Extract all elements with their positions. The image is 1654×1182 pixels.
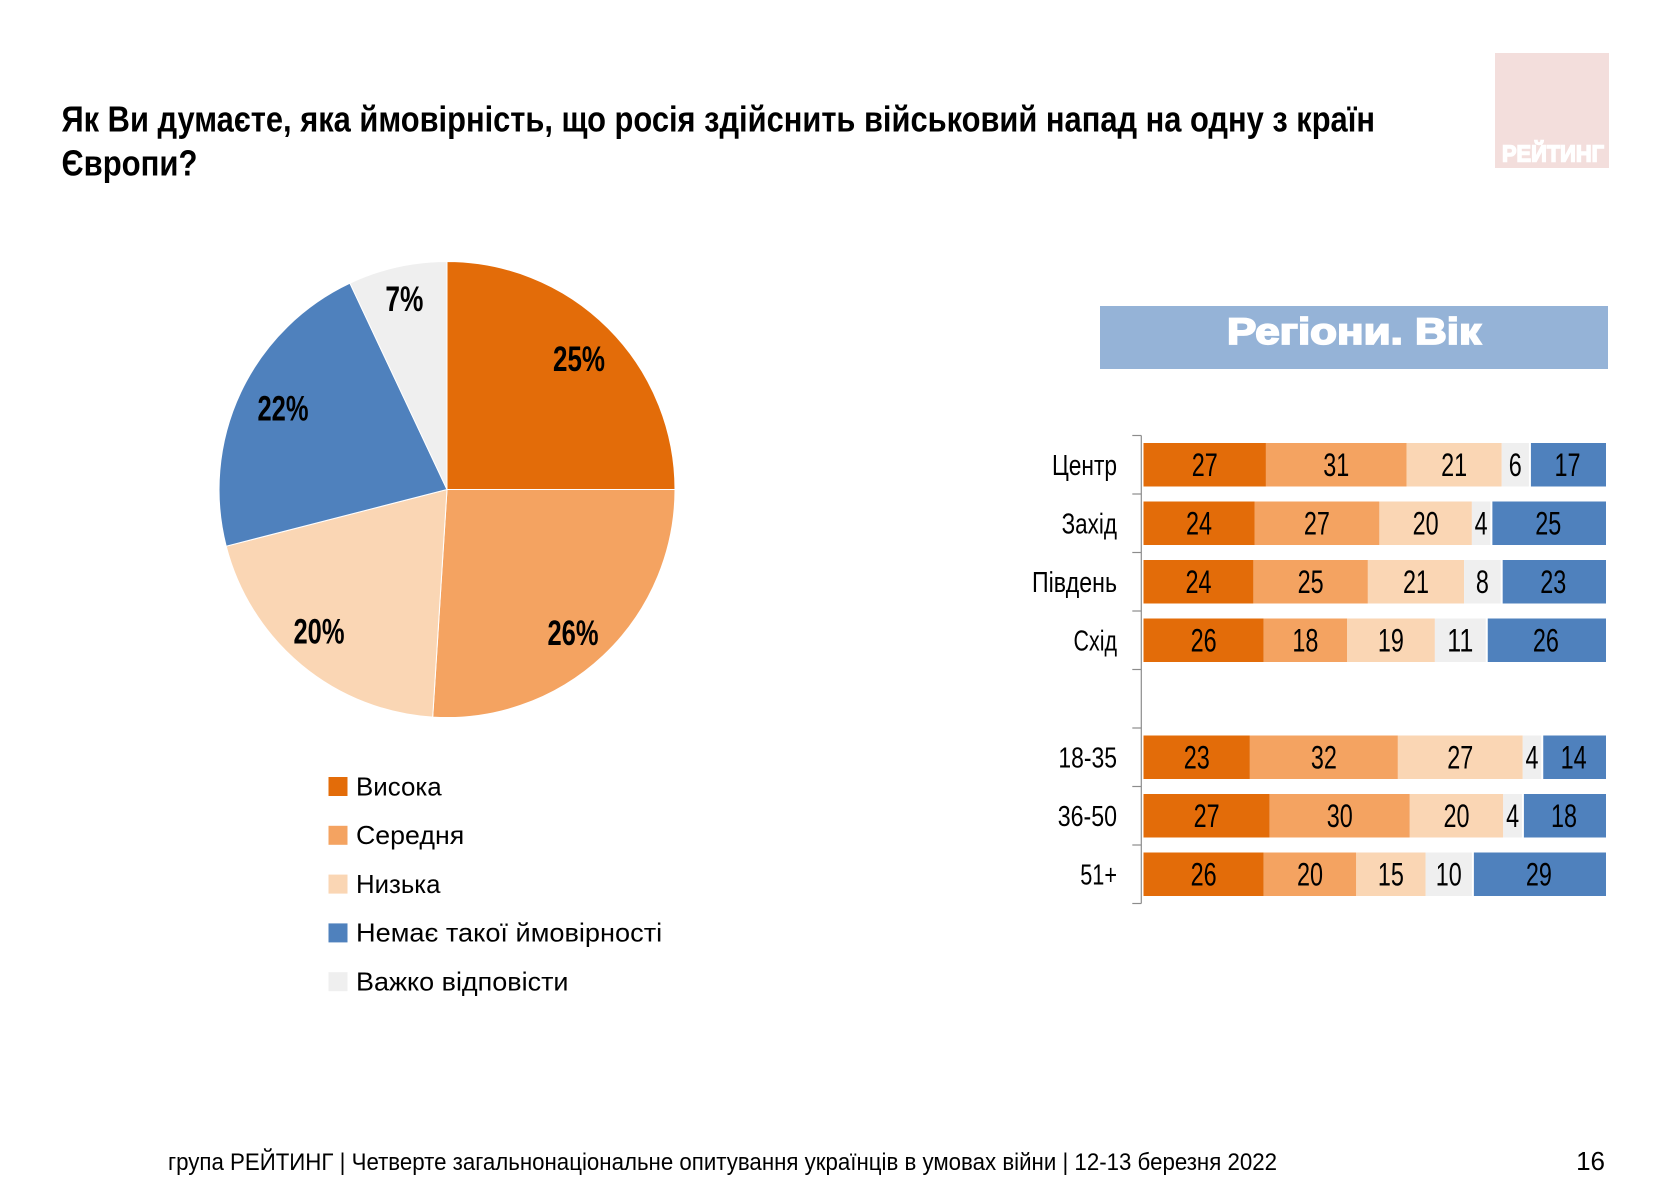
svg-text:Захід: Захід: [1062, 509, 1117, 541]
svg-text:Важко відповісти: Важко відповісти: [356, 967, 569, 997]
svg-text:11: 11: [1447, 623, 1473, 659]
svg-text:Центр: Центр: [1052, 450, 1117, 482]
svg-text:20: 20: [1297, 857, 1323, 893]
svg-text:Європи?: Європи?: [62, 143, 198, 184]
svg-text:10: 10: [1436, 857, 1462, 893]
svg-text:Як Ви думаєте, яка ймовірність: Як Ви думаєте, яка ймовірність, що росія…: [62, 98, 1376, 139]
svg-text:22%: 22%: [258, 390, 309, 429]
svg-text:16: 16: [1576, 1146, 1605, 1176]
svg-text:31: 31: [1323, 447, 1349, 483]
svg-text:6: 6: [1509, 447, 1522, 483]
svg-text:РЕЙТИНГ: РЕЙТИНГ: [1502, 139, 1604, 166]
svg-text:24: 24: [1186, 564, 1212, 600]
svg-text:25: 25: [1535, 506, 1561, 542]
svg-text:4: 4: [1475, 506, 1488, 542]
svg-text:30: 30: [1327, 798, 1353, 834]
svg-text:17: 17: [1555, 447, 1581, 483]
svg-text:29: 29: [1526, 857, 1552, 893]
svg-text:14: 14: [1561, 740, 1587, 776]
svg-text:36-50: 36-50: [1058, 801, 1117, 833]
svg-text:27: 27: [1194, 798, 1220, 834]
svg-text:15: 15: [1378, 857, 1404, 893]
svg-text:Низька: Низька: [356, 869, 441, 899]
svg-text:25: 25: [1298, 564, 1324, 600]
svg-text:7%: 7%: [385, 280, 423, 319]
svg-text:19: 19: [1378, 623, 1404, 659]
svg-text:група РЕЙТИНГ | Четверте загал: група РЕЙТИНГ | Четверте загальнонаціона…: [168, 1148, 1277, 1176]
svg-text:20%: 20%: [294, 613, 345, 652]
svg-text:Середня: Середня: [356, 820, 464, 850]
svg-text:18-35: 18-35: [1058, 743, 1117, 775]
svg-text:26%: 26%: [548, 614, 599, 653]
svg-text:27: 27: [1304, 506, 1330, 542]
svg-text:Схід: Схід: [1074, 626, 1118, 658]
svg-text:18: 18: [1292, 623, 1318, 659]
svg-text:24: 24: [1186, 506, 1212, 542]
svg-text:27: 27: [1192, 447, 1218, 483]
svg-text:Регіони. Вік: Регіони. Вік: [1227, 311, 1482, 352]
svg-text:51+: 51+: [1080, 860, 1117, 892]
svg-text:20: 20: [1444, 798, 1470, 834]
svg-text:4: 4: [1526, 740, 1539, 776]
svg-text:23: 23: [1184, 740, 1210, 776]
svg-text:Немає такої ймовірності: Немає такої ймовірності: [356, 918, 662, 948]
svg-text:Висока: Висока: [356, 771, 442, 801]
svg-text:23: 23: [1540, 564, 1566, 600]
svg-text:21: 21: [1403, 564, 1429, 600]
svg-text:26: 26: [1191, 857, 1217, 893]
svg-text:8: 8: [1476, 564, 1489, 600]
svg-text:27: 27: [1447, 740, 1473, 776]
svg-text:20: 20: [1413, 506, 1439, 542]
svg-text:32: 32: [1311, 740, 1337, 776]
svg-text:4: 4: [1506, 798, 1519, 834]
svg-text:Південь: Південь: [1032, 567, 1117, 599]
svg-text:21: 21: [1441, 447, 1467, 483]
svg-text:18: 18: [1551, 798, 1577, 834]
svg-text:26: 26: [1191, 623, 1217, 659]
svg-text:26: 26: [1533, 623, 1559, 659]
svg-text:25%: 25%: [553, 340, 605, 379]
